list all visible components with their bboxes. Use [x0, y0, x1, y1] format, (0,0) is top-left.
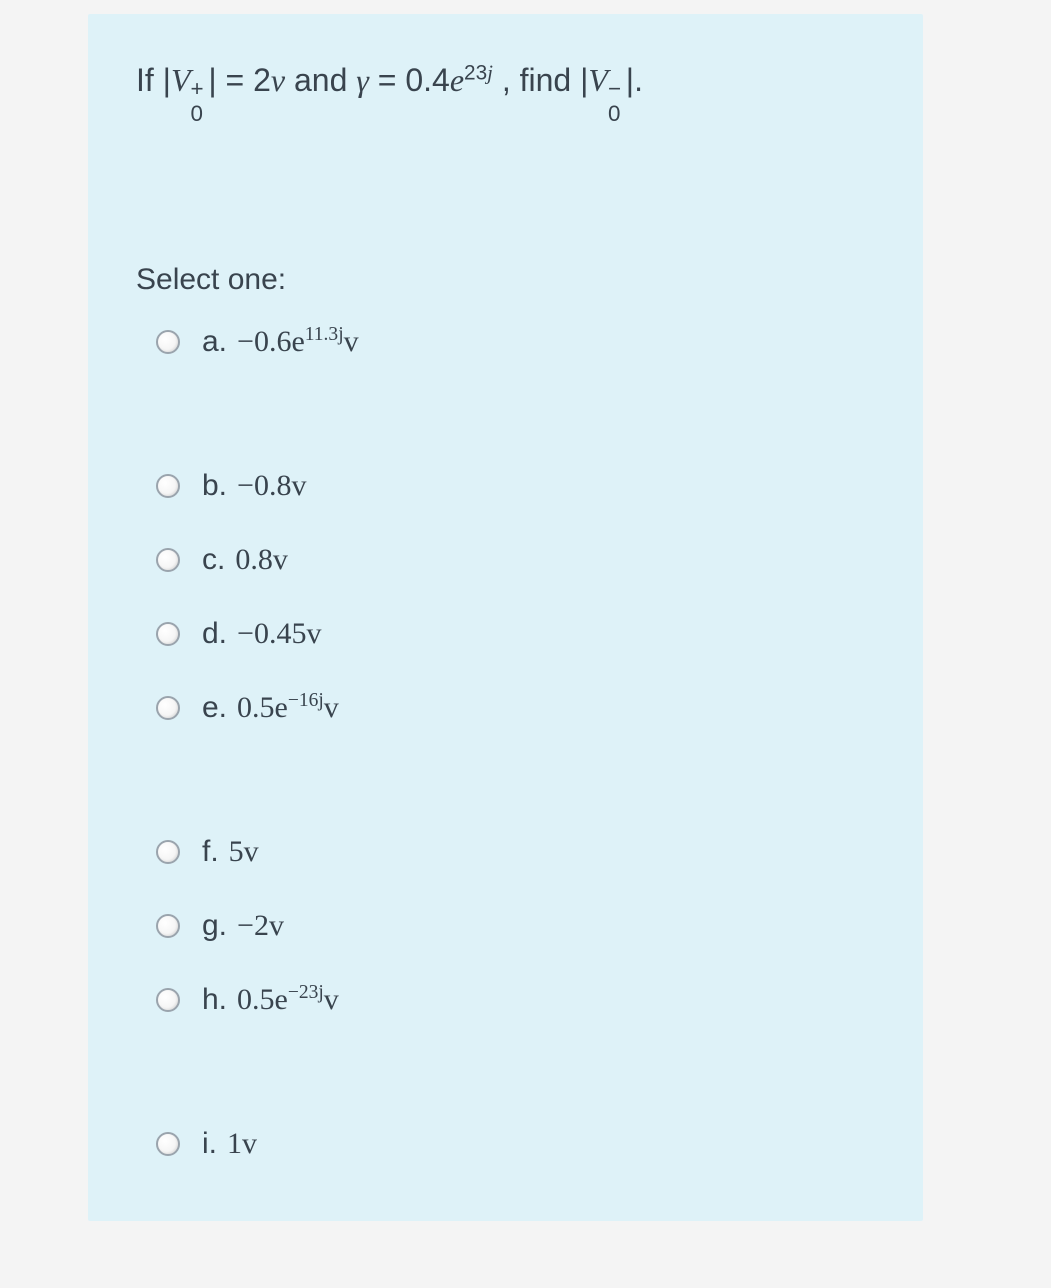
- option-letter: h.: [202, 983, 227, 1017]
- option-letter: i.: [202, 1127, 217, 1161]
- option-math: −0.8v: [237, 469, 306, 503]
- radio-icon[interactable]: [156, 548, 180, 572]
- radio-icon[interactable]: [156, 988, 180, 1012]
- question-find: , find: [502, 62, 580, 98]
- option-i[interactable]: i. 1v: [156, 1127, 875, 1161]
- option-math: 0.8v: [235, 543, 288, 577]
- option-gap: [156, 359, 875, 469]
- option-gap: [156, 725, 875, 835]
- option-gap: [156, 651, 875, 691]
- option-c[interactable]: c. 0.8v: [156, 543, 875, 577]
- option-letter: a.: [202, 325, 227, 359]
- question-lhs: |V+0 | = 2v: [163, 62, 285, 98]
- radio-icon[interactable]: [156, 914, 180, 938]
- option-math: 1v: [227, 1127, 257, 1161]
- option-h[interactable]: h. 0.5e−23jv: [156, 983, 875, 1017]
- page: If |V+0 | = 2v and γ = 0.4e23j , find |V…: [0, 14, 1051, 1261]
- option-gap: [156, 869, 875, 909]
- radio-icon[interactable]: [156, 330, 180, 354]
- radio-icon[interactable]: [156, 474, 180, 498]
- radio-icon[interactable]: [156, 840, 180, 864]
- question-rhs: |V−0 |.: [580, 62, 643, 98]
- option-letter: g.: [202, 909, 227, 943]
- question-prefix: If: [136, 62, 163, 98]
- option-math: −2v: [237, 909, 284, 943]
- option-f[interactable]: f. 5v: [156, 835, 875, 869]
- option-math: −0.45v: [237, 617, 321, 651]
- option-letter: f.: [202, 835, 219, 869]
- option-letter: d.: [202, 617, 227, 651]
- option-d[interactable]: d. −0.45v: [156, 617, 875, 651]
- option-gap: [156, 577, 875, 617]
- select-one-label: Select one:: [136, 263, 875, 297]
- option-a[interactable]: a. −0.6e11.3jv: [156, 325, 875, 359]
- option-math: 0.5e−23jv: [237, 983, 339, 1017]
- option-g[interactable]: g. −2v: [156, 909, 875, 943]
- option-e[interactable]: e. 0.5e−16jv: [156, 691, 875, 725]
- option-math: 0.5e−16jv: [237, 691, 339, 725]
- question-gamma: γ = 0.4e23j: [356, 62, 493, 98]
- question-and: and: [294, 62, 356, 98]
- option-b[interactable]: b. −0.8v: [156, 469, 875, 503]
- option-math: −0.6e11.3jv: [237, 325, 359, 359]
- radio-icon[interactable]: [156, 696, 180, 720]
- option-letter: b.: [202, 469, 227, 503]
- option-letter: e.: [202, 691, 227, 725]
- option-gap: [156, 503, 875, 543]
- radio-icon[interactable]: [156, 1132, 180, 1156]
- options-list: a. −0.6e11.3jv b. −0.8v c. 0.8v d. −0.45v e.…: [156, 325, 875, 1161]
- radio-icon[interactable]: [156, 622, 180, 646]
- option-gap: [156, 943, 875, 983]
- question-text: If |V+0 | = 2v and γ = 0.4e23j , find |V…: [136, 58, 875, 103]
- question-card: If |V+0 | = 2v and γ = 0.4e23j , find |V…: [88, 14, 923, 1221]
- option-letter: c.: [202, 543, 225, 577]
- option-math: 5v: [229, 835, 259, 869]
- option-gap: [156, 1017, 875, 1127]
